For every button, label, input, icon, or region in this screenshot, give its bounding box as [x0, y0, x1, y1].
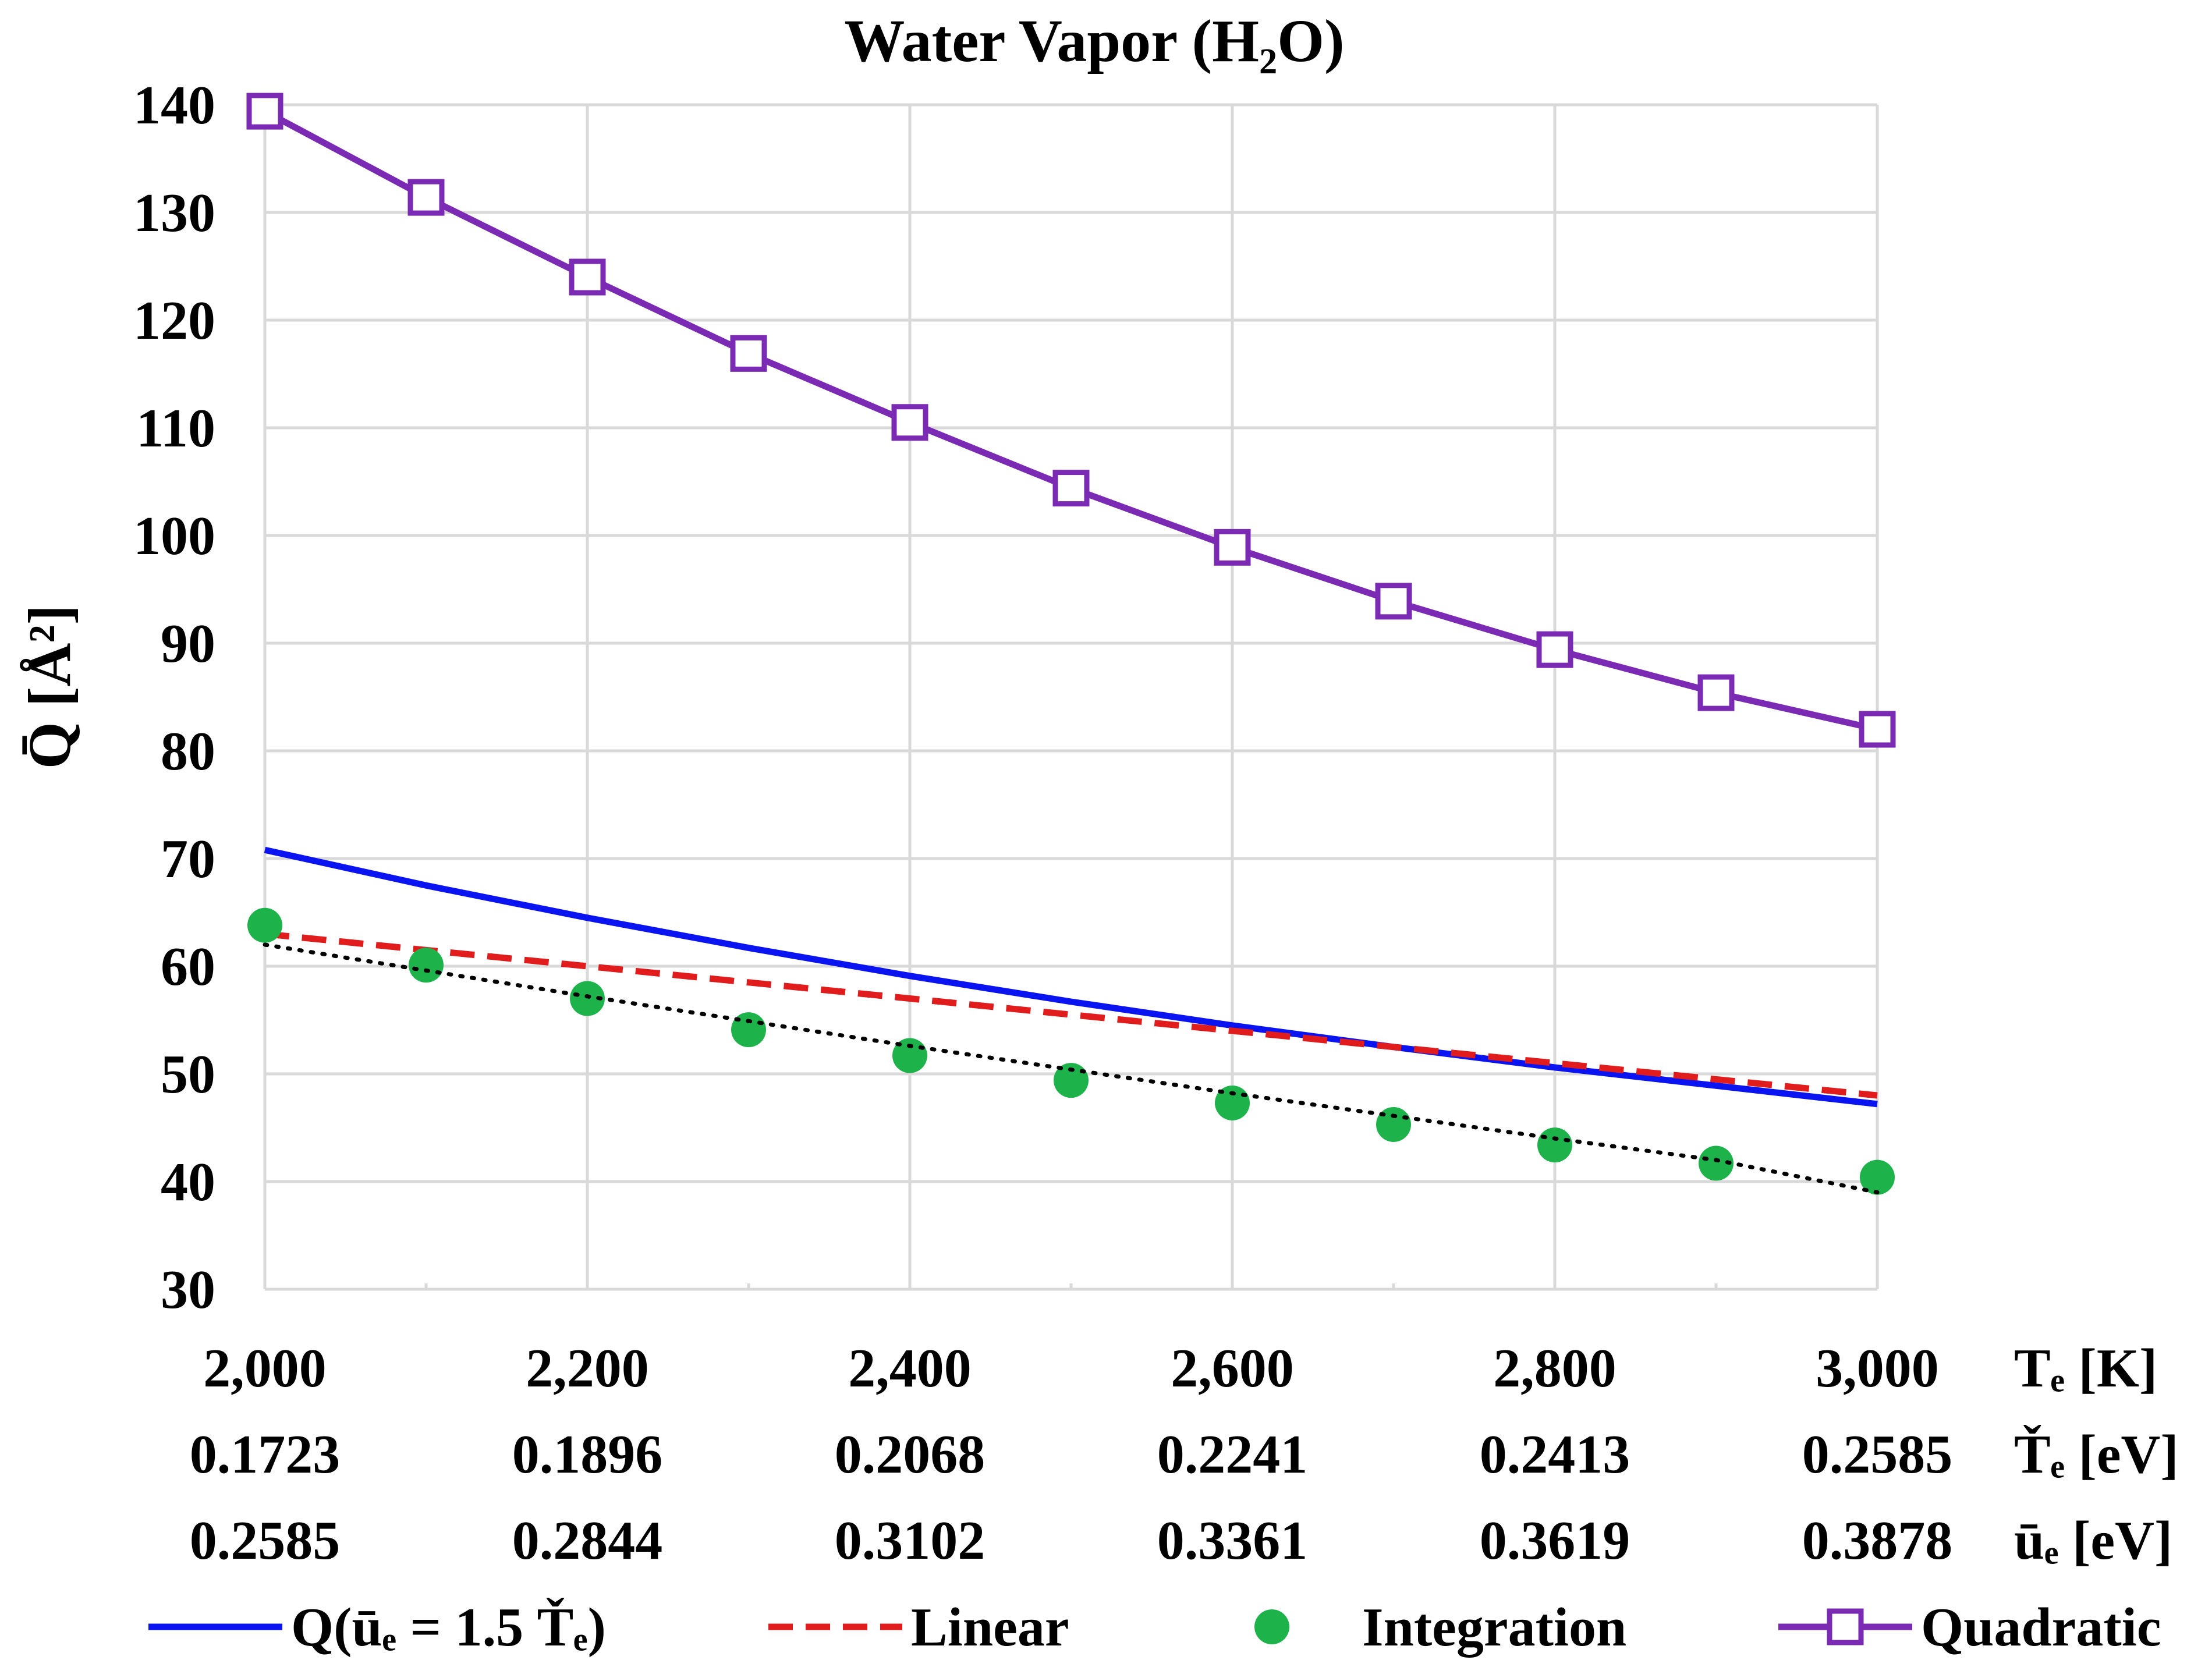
data-point [407, 179, 445, 216]
y-tick-label: 140 [133, 75, 215, 136]
legend-entry: Integration [1254, 1597, 1626, 1658]
x-tick-label: 0.1896 [512, 1424, 663, 1485]
trend-line [263, 942, 1880, 1194]
y-tick-label: 120 [133, 290, 215, 351]
x-tick-label: 0.2068 [835, 1424, 986, 1485]
x-axis-label: Ťₑ [eV] [2014, 1424, 2179, 1485]
legend-label: Quadratic [1921, 1597, 2161, 1658]
x-tick-label: 0.2585 [1802, 1424, 1953, 1485]
series-quadratic [246, 93, 1896, 748]
series [246, 93, 1896, 1195]
x-tick-label: 2,800 [1493, 1338, 1617, 1399]
y-tick-label: 60 [161, 937, 215, 997]
data-point [569, 258, 606, 296]
data-point [1536, 631, 1573, 668]
legend-entry: Q(ūₑ = 1.5 Ťₑ) [148, 1597, 606, 1658]
series-integration-trend [263, 942, 1880, 1194]
x-tick-label: 2,600 [1171, 1338, 1294, 1399]
series-linear [264, 931, 1878, 1099]
data-point [247, 907, 282, 943]
x-axis-label: ūₑ [eV] [2014, 1510, 2172, 1571]
x-tick-label: 0.2241 [1157, 1424, 1308, 1485]
x-tick-label: 2,200 [526, 1338, 649, 1399]
data-point [1859, 711, 1896, 748]
x-tick-label: 3,000 [1816, 1338, 1939, 1399]
series-q-1-5 [264, 846, 1878, 1108]
data-point [730, 335, 767, 372]
x-tick-label: 0.3361 [1157, 1510, 1308, 1571]
y-tick-label: 70 [161, 829, 215, 889]
data-point [1375, 583, 1412, 620]
legend-label: Linear [911, 1597, 1069, 1658]
series-line [264, 931, 1878, 1099]
x-axis-label: Tₑ [K] [2014, 1338, 2157, 1399]
y-tick-label: 90 [161, 613, 215, 674]
data-point [1537, 1127, 1572, 1163]
legend-label: Q(ūₑ = 1.5 Ťₑ) [291, 1597, 606, 1658]
data-point [1052, 470, 1090, 507]
chart-title: Water Vapor (H₂O) [844, 8, 1344, 75]
x-tick-label: 2,000 [203, 1338, 327, 1399]
legend-label: Integration [1362, 1597, 1626, 1658]
x-tick-label: 0.1723 [190, 1424, 341, 1485]
data-point [1699, 1145, 1734, 1181]
x-tick-label: 0.2844 [512, 1510, 663, 1571]
data-point [570, 981, 605, 1016]
y-tick-label: 40 [161, 1152, 215, 1212]
data-point [409, 948, 444, 983]
legend-swatch-marker [1827, 1608, 1864, 1645]
x-tick-label: 0.3878 [1802, 1510, 1953, 1571]
x-tick-label: 0.3102 [835, 1510, 986, 1571]
grid [263, 103, 1879, 1291]
data-point [891, 404, 928, 441]
data-point [1214, 529, 1251, 566]
data-point [1860, 1159, 1895, 1195]
legend-swatch [1254, 1609, 1289, 1644]
legend: Q(ūₑ = 1.5 Ťₑ) Linear Integration Quadratic [148, 1597, 2161, 1658]
y-tick-label: 110 [136, 398, 215, 459]
x-axis-rows: 2,000 2,200 2,400 2,600 2,800 3,000 Tₑ [K] 0.17… [190, 1338, 2179, 1571]
y-tick-label: 100 [133, 506, 215, 566]
y-axis-ticks: 30 40 50 60 70 80 90 100 110 120 130 140 [133, 75, 215, 1320]
y-tick-label: 80 [161, 721, 215, 782]
x-tick-label: 0.3619 [1480, 1510, 1630, 1571]
y-tick-label: 130 [133, 183, 215, 243]
data-point [246, 93, 283, 130]
data-point [1697, 674, 1735, 711]
series-line [264, 846, 1878, 1108]
x-tick-label: 0.2585 [190, 1510, 341, 1571]
y-axis-label: Q̄ [Å²] [16, 605, 83, 769]
legend-entry: Linear [768, 1597, 1069, 1658]
y-tick-label: 30 [161, 1260, 215, 1320]
legend-entry: Quadratic [1778, 1597, 2161, 1658]
y-tick-label: 50 [161, 1044, 215, 1105]
x-tick-label: 2,400 [848, 1338, 972, 1399]
x-tick-label: 0.2413 [1480, 1424, 1630, 1485]
